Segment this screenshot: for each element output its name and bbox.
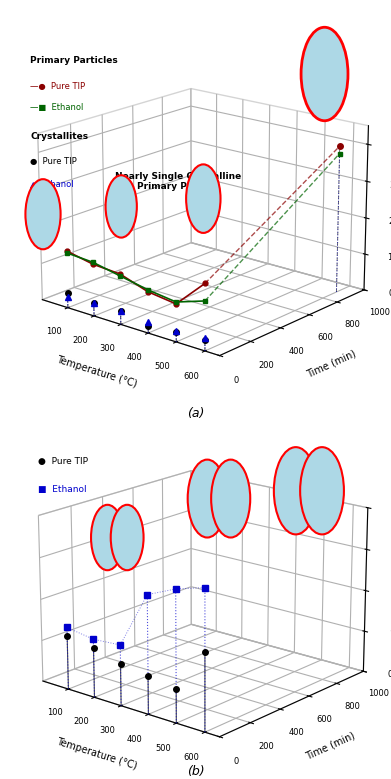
Text: Crystallites: Crystallites — [30, 132, 88, 141]
Text: ●  Pure TIP: ● Pure TIP — [38, 456, 88, 466]
Text: ■  Ethanol: ■ Ethanol — [38, 485, 87, 495]
Text: ●  Pure TIP: ● Pure TIP — [30, 157, 77, 166]
X-axis label: Temperature (°C): Temperature (°C) — [56, 736, 139, 771]
Text: —●  Pure TIP: —● Pure TIP — [30, 82, 86, 90]
Text: (a): (a) — [187, 407, 204, 420]
Text: (b): (b) — [187, 765, 204, 778]
Y-axis label: Time (min): Time (min) — [305, 349, 357, 380]
Text: Primary Particles: Primary Particles — [30, 56, 118, 65]
Text: ▲  Ethanol: ▲ Ethanol — [30, 178, 74, 188]
Text: —■  Ethanol: —■ Ethanol — [30, 103, 84, 112]
Y-axis label: Time (min): Time (min) — [305, 730, 357, 761]
Text: Nearly Single Crystalline
Primary Particle: Nearly Single Crystalline Primary Partic… — [115, 172, 241, 192]
X-axis label: Temperature (°C): Temperature (°C) — [55, 354, 138, 390]
